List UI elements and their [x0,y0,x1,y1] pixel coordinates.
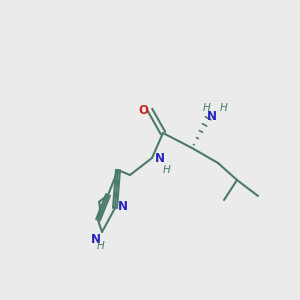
Text: H: H [202,103,210,113]
Text: H: H [97,241,105,251]
Text: O: O [138,103,148,116]
Text: H: H [220,103,228,113]
Text: H: H [163,165,171,175]
Text: N: N [118,200,128,214]
Text: N: N [207,110,217,122]
Text: N: N [155,152,165,164]
Text: N: N [91,233,101,246]
